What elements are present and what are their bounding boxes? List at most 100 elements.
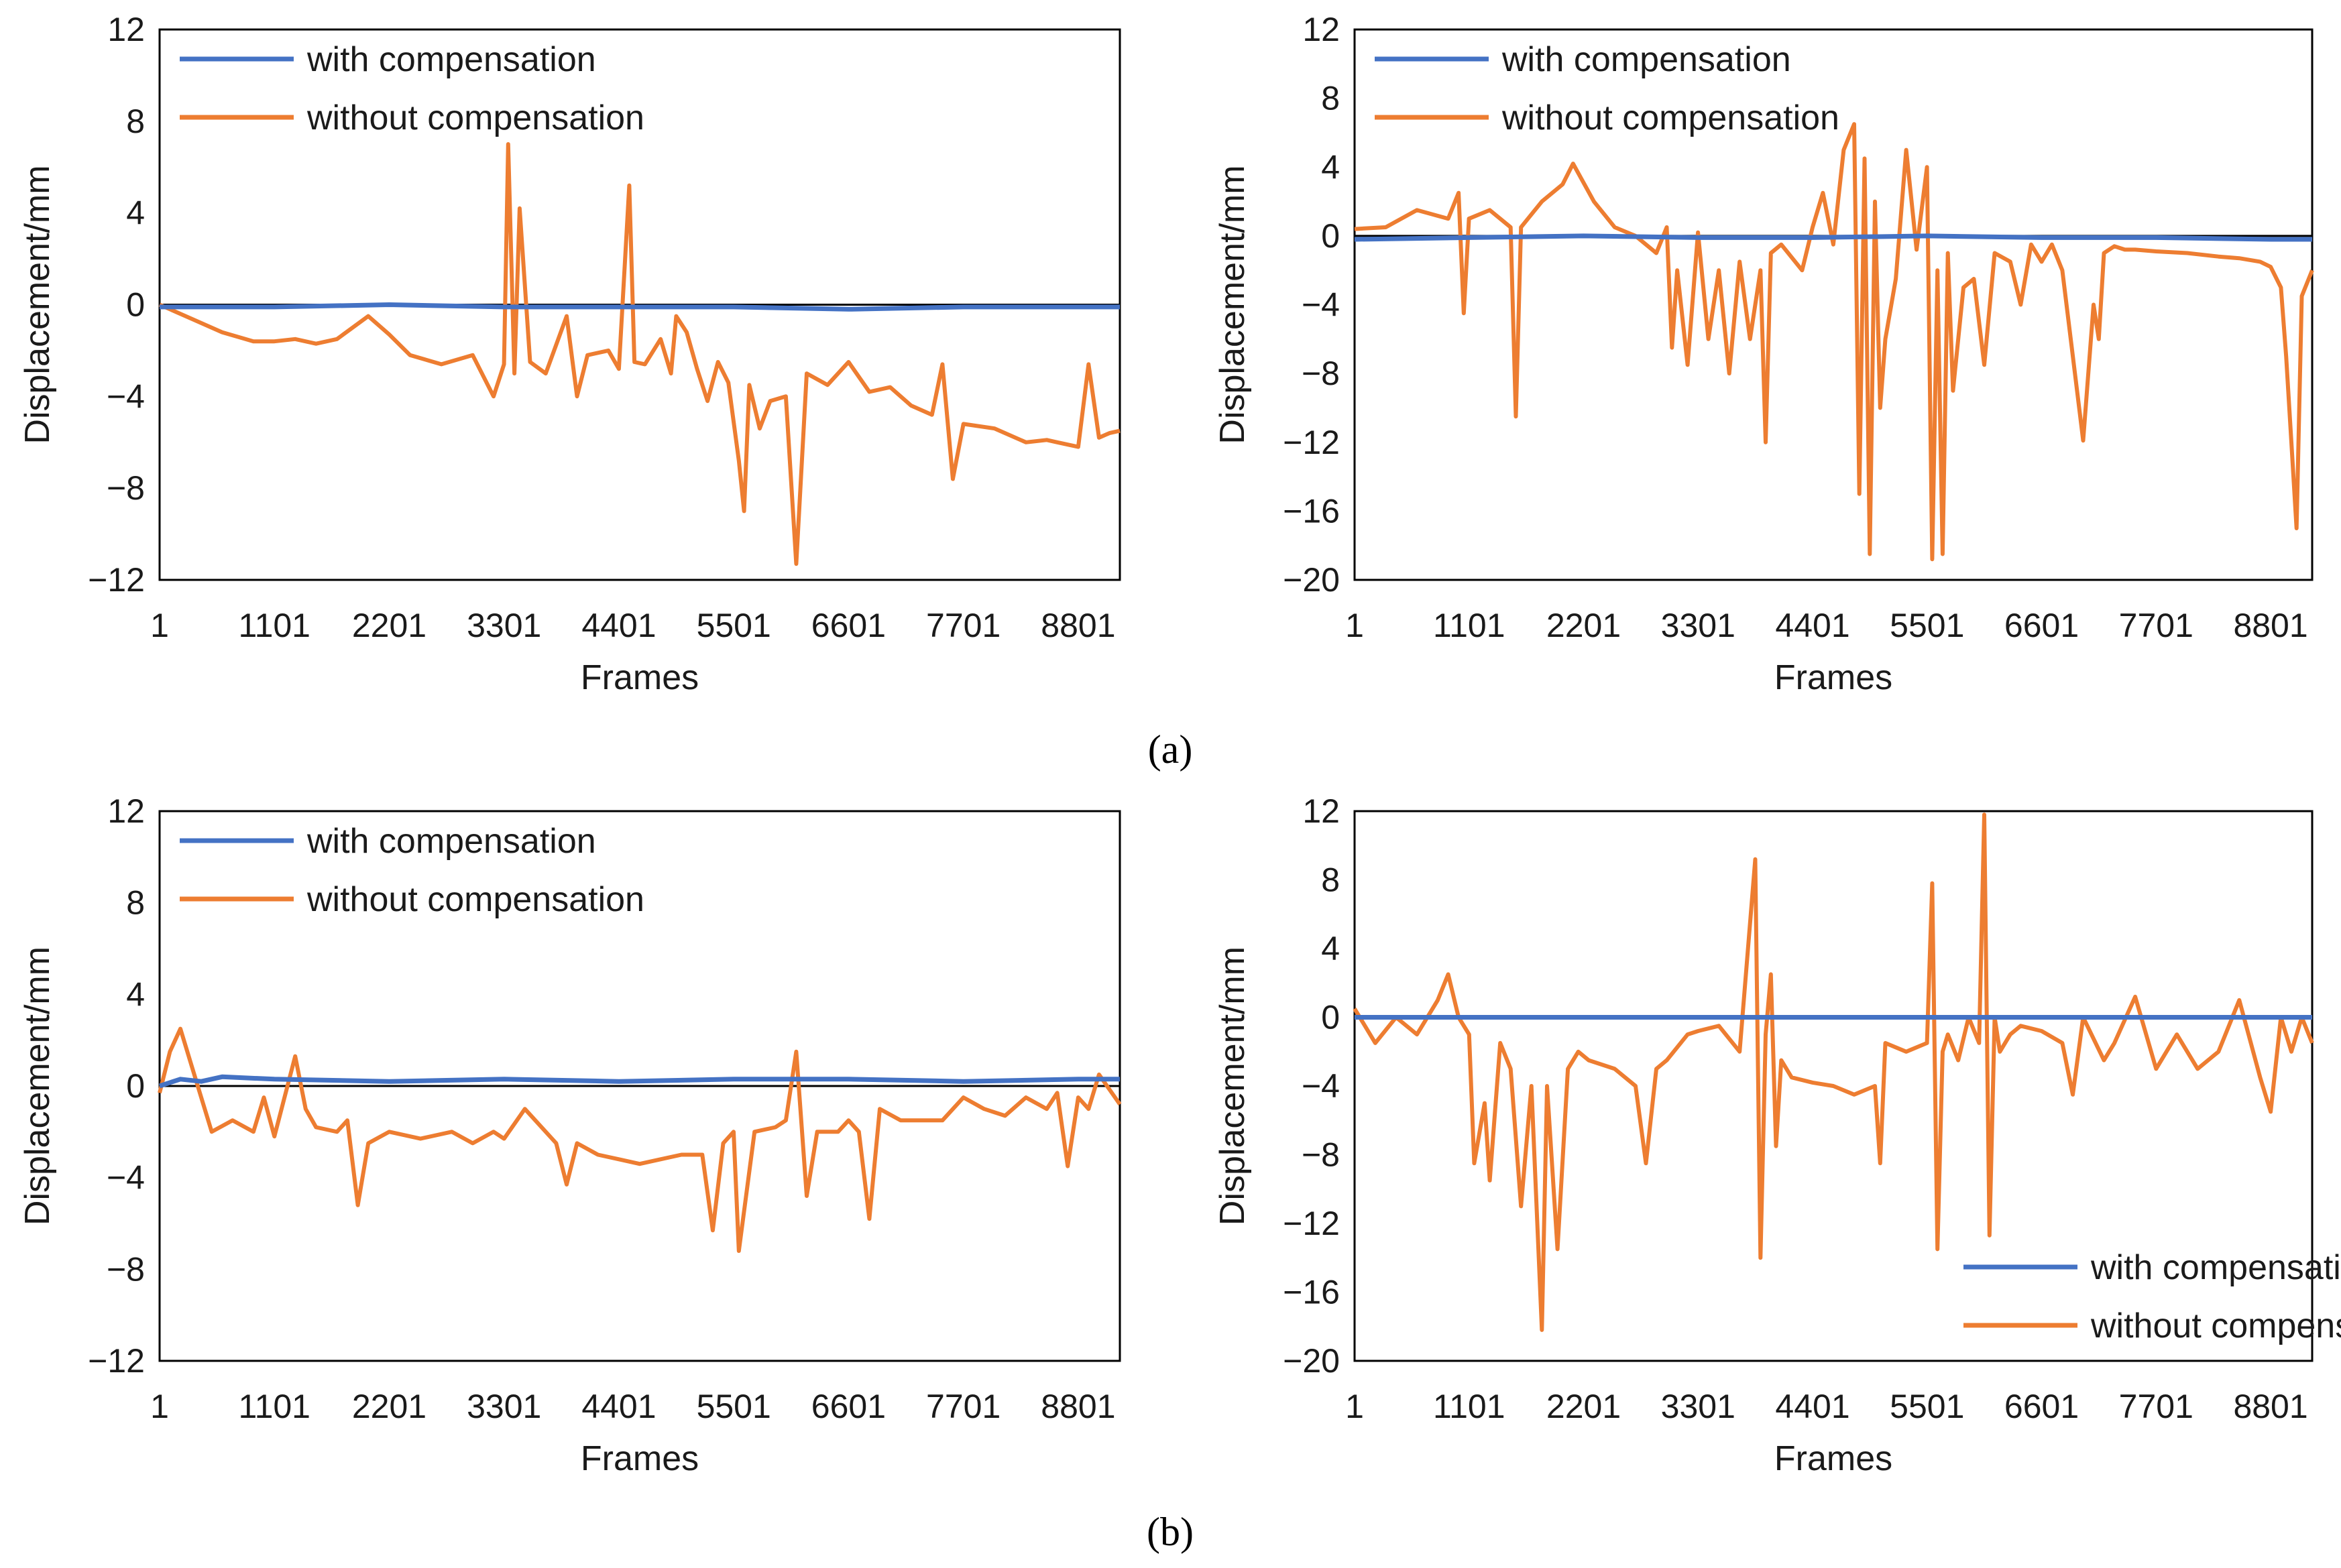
chart0-series-without-line xyxy=(158,142,1121,566)
chart2-xtick-label: 6601 xyxy=(811,1388,886,1425)
chart0-x-axis-title: Frames xyxy=(581,658,699,697)
chart3-xtick-label: 1 xyxy=(1345,1388,1364,1425)
chart2-xtick-label: 7701 xyxy=(926,1388,1001,1425)
chart1-x-axis-title: Frames xyxy=(1774,658,1892,697)
chart2-ytick-label: 12 xyxy=(107,792,145,830)
chart2-ytick-label: 8 xyxy=(126,884,145,922)
chart1-xtick-label: 3301 xyxy=(1661,607,1735,644)
chart0-ytick-label: 8 xyxy=(126,103,145,140)
chart0-xtick-label: 6601 xyxy=(811,607,886,644)
chart3-xtick-label: 4401 xyxy=(1775,1388,1849,1425)
chart2-xtick-label: 1101 xyxy=(238,1388,310,1425)
chart-b-right: 12 8 4 0 −4 −8 −12 −16 −201 1101 2201 3301 4401 5501 6… xyxy=(1213,792,2341,1478)
chart3-ytick-label: −20 xyxy=(1283,1342,1340,1380)
chart0-xtick-label: 7701 xyxy=(926,607,1001,644)
chart1-xtick-label: 4401 xyxy=(1775,607,1849,644)
chart0-xtick-label: 5501 xyxy=(697,607,771,644)
chart2-legend-label: with compensation xyxy=(306,822,596,861)
chart1-y-axis-title: Displacement/mm xyxy=(1213,165,1252,444)
chart1-xtick-label: 8801 xyxy=(2233,607,2307,644)
chart2-ytick-label: −8 xyxy=(107,1250,145,1288)
chart3-xtick-label: 7701 xyxy=(2119,1388,2193,1425)
chart1-xtick-label: 2201 xyxy=(1546,607,1621,644)
chart3-legend-label: with compensation xyxy=(2090,1248,2341,1287)
chart1-xtick-label: 1 xyxy=(1345,607,1364,644)
chart2-series-with-line xyxy=(158,1074,1120,1089)
chart1-plot-frame xyxy=(1353,28,2314,581)
chart2-xtick-label: 4401 xyxy=(581,1388,656,1425)
chart1-ytick-label: −16 xyxy=(1283,492,1340,530)
chart2-xtick-label: 1 xyxy=(150,1388,169,1425)
chart3-ytick-label: 12 xyxy=(1302,792,1340,830)
chart2-x-axis-title: Frames xyxy=(581,1439,699,1478)
chart1-ytick-label: 12 xyxy=(1302,11,1340,48)
chart3-ytick-label: −4 xyxy=(1302,1067,1340,1105)
caption-b: (b) xyxy=(1147,1510,1194,1554)
chart2-xtick-label: 3301 xyxy=(467,1388,541,1425)
chart3-ytick-label: −16 xyxy=(1283,1274,1340,1311)
chart0-ytick-label: −8 xyxy=(107,469,145,507)
chart1-xtick-label: 7701 xyxy=(2119,607,2193,644)
chart3-ytick-label: −8 xyxy=(1302,1136,1340,1174)
chart1-legend-label: with compensation xyxy=(1501,40,1791,79)
caption-a: (a) xyxy=(1148,727,1193,772)
chart2-ytick-label: −4 xyxy=(107,1159,145,1197)
chart3-xtick-label: 5501 xyxy=(1890,1388,1964,1425)
chart1-xtick-label: 1101 xyxy=(1433,607,1505,644)
chart0-ytick-label: 12 xyxy=(107,11,145,48)
chart-a-right: 12 8 4 0 −4 −8 −12 −16 −201 1101 2201 3301 4401 5501 6… xyxy=(1213,11,2314,697)
chart2-legend-label: without compensation xyxy=(306,880,644,919)
chart3-xtick-label: 3301 xyxy=(1661,1388,1735,1425)
chart3-xtick-label: 2201 xyxy=(1546,1388,1621,1425)
chart3-y-axis-title: Displacement/mm xyxy=(1213,947,1252,1225)
chart2-ytick-label: 0 xyxy=(126,1067,145,1105)
chart1-ytick-label: −20 xyxy=(1283,561,1340,599)
chart3-legend-label: without compensation xyxy=(2090,1307,2341,1345)
chart2-xtick-label: 2201 xyxy=(352,1388,426,1425)
chart3-ytick-label: 8 xyxy=(1321,861,1340,899)
chart1-ytick-label: −8 xyxy=(1302,355,1340,392)
chart0-xtick-label: 4401 xyxy=(581,607,656,644)
chart3-xtick-label: 1101 xyxy=(1433,1388,1505,1425)
chart1-xtick-label: 5501 xyxy=(1890,607,1964,644)
chart0-xtick-label: 2201 xyxy=(352,607,426,644)
chart1-ytick-label: −12 xyxy=(1283,424,1340,461)
chart3-series-without-line xyxy=(1353,812,2314,1332)
chart0-xtick-label: 1 xyxy=(150,607,169,644)
chart0-legend-label: without compensation xyxy=(306,99,644,137)
chart1-ytick-label: 4 xyxy=(1321,148,1340,186)
chart2-ytick-label: −12 xyxy=(88,1342,145,1380)
chart-a-left: 12 8 4 0 −4 −8 −121 1101 2201 3301 4401 5501 6601 770… xyxy=(18,11,1121,697)
chart3-ytick-label: 0 xyxy=(1321,999,1340,1036)
chart0-ytick-label: 4 xyxy=(126,194,145,232)
chart1-series-with-line xyxy=(1354,233,2312,242)
chart2-series-without-line xyxy=(158,1026,1122,1253)
chart2-xtick-label: 5501 xyxy=(697,1388,771,1425)
chart1-legend-label: without compensation xyxy=(1501,99,1839,137)
chart2-y-axis-title: Displacement/mm xyxy=(18,947,57,1225)
chart0-ytick-label: −12 xyxy=(88,561,145,599)
chart-b-left: 12 8 4 0 −4 −8 −121 1101 2201 3301 4401 5501 6601 770… xyxy=(18,792,1122,1478)
chart1-ytick-label: 0 xyxy=(1321,217,1340,255)
chart3-xtick-label: 6601 xyxy=(2004,1388,2079,1425)
chart0-y-axis-title: Displacement/mm xyxy=(18,165,57,444)
chart3-ytick-label: 4 xyxy=(1321,930,1340,967)
chart2-xtick-label: 8801 xyxy=(1041,1388,1115,1425)
chart3-plot-frame xyxy=(1353,810,2314,1362)
chart3-ytick-label: −12 xyxy=(1283,1205,1340,1242)
chart0-xtick-label: 8801 xyxy=(1041,607,1115,644)
chart0-series-with-line xyxy=(160,302,1120,312)
chart1-ytick-label: 8 xyxy=(1321,80,1340,117)
chart3-x-axis-title: Frames xyxy=(1774,1439,1892,1478)
chart3-xtick-label: 8801 xyxy=(2233,1388,2307,1425)
chart0-ytick-label: 0 xyxy=(126,286,145,324)
chart1-xtick-label: 6601 xyxy=(2004,607,2079,644)
chart1-series-without-line xyxy=(1354,122,2314,562)
chart0-xtick-label: 1101 xyxy=(238,607,310,644)
chart2-ytick-label: 4 xyxy=(126,975,145,1013)
chart0-xtick-label: 3301 xyxy=(467,607,541,644)
chart0-legend-label: with compensation xyxy=(306,40,596,79)
chart0-ytick-label: −4 xyxy=(107,377,145,415)
chart1-ytick-label: −4 xyxy=(1302,286,1340,324)
